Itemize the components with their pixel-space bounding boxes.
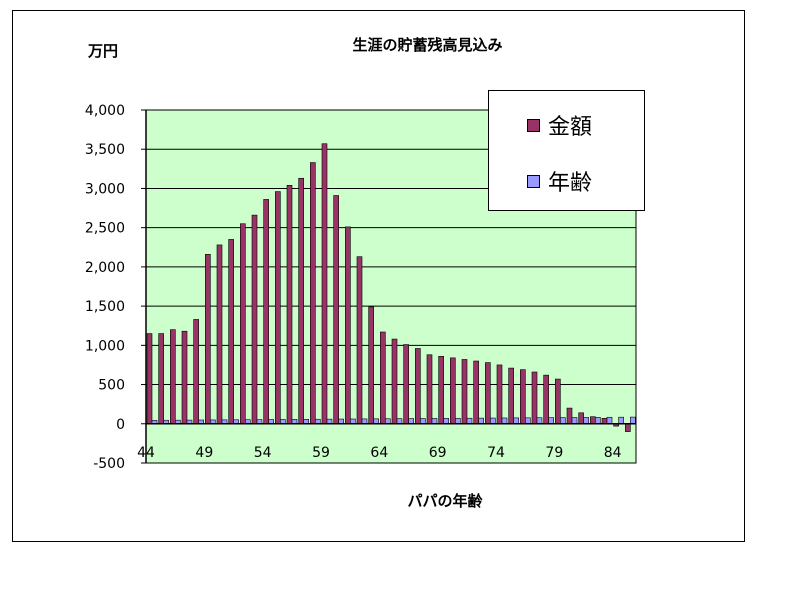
bar-age: [571, 417, 578, 425]
legend-swatch-age: [527, 174, 540, 188]
y-tick-label: 1,000: [85, 338, 125, 354]
bar-amount: [590, 416, 596, 425]
bar-amount: [508, 367, 514, 425]
bar-amount: [193, 319, 199, 425]
x-tick-label: 84: [604, 445, 622, 461]
y-tick-label: -500: [93, 456, 125, 472]
x-tick-label: 59: [312, 445, 330, 461]
legend-label-age: 年齢: [548, 171, 593, 196]
bar-amount: [403, 344, 409, 425]
bar-amount: [426, 354, 433, 425]
bar-amount: [450, 357, 456, 425]
legend-item-amount: 金額: [527, 109, 592, 141]
bar-amount: [310, 162, 316, 425]
y-tick-label: 4,000: [85, 103, 125, 119]
bar-age: [455, 417, 461, 425]
chart-legend: 金額 年齢: [488, 90, 645, 211]
bar-amount: [391, 338, 398, 425]
bar-amount: [333, 195, 339, 425]
bar-age: [630, 416, 636, 425]
bar-amount: [415, 348, 421, 425]
bar-amount: [181, 330, 188, 425]
y-tick-label: 500: [98, 378, 125, 394]
bar-age: [606, 416, 613, 425]
bar-amount: [240, 223, 246, 425]
bar-amount: [601, 417, 608, 425]
bar-age: [595, 417, 601, 425]
bar-amount: [461, 359, 468, 425]
bar-age: [618, 416, 624, 425]
bar-amount: [251, 214, 258, 425]
x-tick-label: 74: [487, 445, 505, 461]
bar-amount: [566, 407, 573, 425]
bar-amount: [170, 329, 176, 425]
bar-age: [490, 417, 496, 425]
bar-amount: [298, 177, 304, 425]
x-tick-label: 54: [254, 445, 272, 461]
bar-age: [385, 418, 391, 425]
bar-age: [536, 417, 543, 425]
bar-amount: [228, 239, 234, 425]
bar-amount: [380, 331, 386, 425]
bar-age: [420, 418, 426, 425]
bar-amount: [555, 378, 561, 425]
bar-age: [525, 417, 531, 425]
y-tick-label: 2,000: [85, 260, 125, 276]
x-tick-label: 64: [370, 445, 388, 461]
x-tick-label: 49: [195, 445, 213, 461]
bar-amount: [625, 423, 631, 432]
y-tick-label: 3,500: [85, 142, 125, 158]
x-axis-title: パパの年齢: [407, 492, 483, 510]
bar-amount: [473, 360, 479, 425]
x-tick-label: 79: [545, 445, 563, 461]
y-tick-label: 3,000: [85, 181, 125, 197]
y-tick-label: 2,500: [85, 221, 125, 237]
bar-amount: [368, 306, 374, 425]
bar-age: [478, 417, 484, 425]
bar-age: [548, 417, 554, 425]
bar-amount: [520, 369, 526, 425]
legend-item-age: 年齢: [527, 165, 592, 197]
bar-amount: [216, 244, 223, 425]
bar-amount: [321, 143, 328, 425]
bar-age: [466, 417, 473, 425]
y-axis-unit-label: 万円: [88, 42, 119, 60]
bar-amount: [578, 412, 584, 425]
bar-age: [443, 418, 449, 425]
bar-amount: [158, 333, 164, 425]
bar-amount: [356, 256, 363, 425]
y-tick-label: 1,500: [85, 299, 125, 315]
bar-amount: [146, 333, 153, 425]
x-tick-label: 44: [137, 445, 155, 461]
bar-age: [513, 417, 519, 425]
bar-amount: [543, 374, 549, 425]
y-tick-label: 0: [116, 417, 125, 433]
legend-label-amount: 金額: [548, 115, 593, 140]
bar-amount: [496, 364, 503, 425]
bar-amount: [531, 371, 538, 425]
legend-swatch-amount: [527, 118, 540, 132]
bar-age: [431, 418, 438, 425]
bar-amount: [485, 362, 491, 425]
bar-age: [408, 418, 414, 425]
bar-amount: [438, 356, 444, 425]
bar-amount: [286, 185, 293, 425]
bar-amount: [345, 226, 351, 425]
bar-age: [560, 417, 566, 425]
bar-amount: [263, 199, 269, 425]
x-tick-label: 69: [429, 445, 447, 461]
bar-age: [583, 417, 589, 425]
bar-age: [501, 417, 508, 425]
bar-age: [396, 418, 403, 425]
bar-amount: [205, 254, 211, 425]
bar-amount: [275, 191, 281, 425]
chart-title: 生涯の貯蓄残高見込み: [352, 36, 503, 54]
